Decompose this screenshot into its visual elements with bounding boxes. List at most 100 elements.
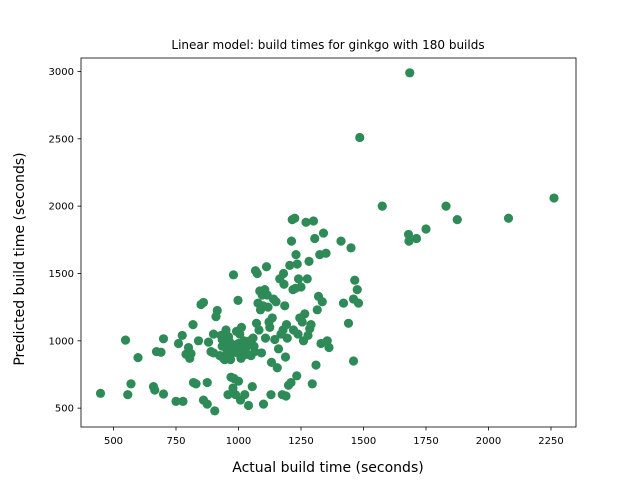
data-point [208,329,219,339]
data-point [173,338,184,349]
data-point [296,282,306,292]
data-point [292,259,302,269]
plot-area [80,57,577,428]
y-tick-label: 2500 [49,134,74,145]
data-point [279,279,289,289]
y-tick-label: 500 [55,404,74,415]
data-point [452,215,462,225]
data-point [178,396,188,407]
data-point [158,334,169,344]
data-point [377,201,387,211]
data-point [186,349,196,359]
data-point [549,193,559,203]
data-point [346,243,356,253]
data-point [95,388,106,398]
data-point [286,236,297,246]
data-point [254,325,264,335]
data-point [228,270,239,280]
data-points [95,68,559,416]
data-point [202,377,212,388]
data-point [260,333,271,343]
data-point [193,336,204,346]
data-point [188,320,198,330]
x-axis-label: Actual build time (seconds) [232,460,423,476]
data-point [336,236,346,246]
x-axis: 500 750 1000 1250 1500 1750 2000 2250 [104,427,564,447]
data-point [293,274,304,284]
data-point [312,305,322,315]
data-point [223,390,233,400]
data-point [258,399,269,409]
x-tick-label: 1750 [413,436,438,447]
data-point [266,357,277,367]
data-point [126,379,136,389]
data-point [210,406,220,416]
data-point [403,229,414,240]
data-point [177,330,187,341]
data-point [278,268,289,279]
data-point [311,360,321,370]
data-point [191,379,201,389]
data-point [252,268,262,279]
data-point [411,233,422,244]
data-point [156,347,166,357]
data-point [338,298,349,308]
data-point [441,201,451,211]
data-point [120,335,131,345]
data-point [348,356,359,366]
y-axis-label: Predicted build time (seconds) [12,152,28,365]
data-point [343,318,354,328]
data-point [256,348,267,358]
y-tick-label: 1500 [49,269,74,280]
data-point [271,297,281,307]
y-tick-label: 1000 [49,336,74,347]
y-tick-label: 3000 [49,67,74,78]
y-tick-label: 2000 [49,202,74,213]
data-point [300,309,310,319]
data-point [280,352,291,362]
data-point [285,260,295,270]
data-point [248,333,258,343]
x-tick-label: 1000 [226,436,251,447]
data-point [203,337,214,347]
data-point [171,396,181,407]
data-point [202,399,212,409]
data-point [280,301,290,311]
data-point [266,390,276,400]
data-point [307,379,317,389]
data-point [306,320,316,330]
data-point [150,385,160,395]
data-point [243,400,254,411]
data-point [240,390,250,400]
data-point [273,344,284,354]
x-tick-label: 500 [104,436,123,447]
data-point [318,228,329,238]
data-point [291,250,301,260]
y-axis: 500 1000 1500 2000 2500 3000 [49,67,81,415]
data-point [355,132,365,143]
data-point [324,342,334,353]
data-point [281,391,291,401]
data-point [304,256,314,266]
data-point [353,298,364,308]
data-point [503,213,514,223]
data-point [286,377,296,388]
chart-title: Linear model: build times for ginkgo wit… [171,38,484,52]
data-point [263,302,273,312]
data-point [123,390,133,400]
data-point [233,295,243,306]
data-point [290,213,300,223]
data-point [302,274,312,284]
data-point [158,389,169,399]
data-point [133,353,143,363]
data-point [317,297,327,307]
data-point [292,371,302,381]
x-tick-label: 1250 [288,436,313,447]
data-point [405,68,415,78]
data-point [261,262,272,272]
data-point [350,275,360,285]
data-point [198,297,209,308]
data-point [293,329,303,339]
data-point [265,322,275,332]
data-point [310,233,320,244]
